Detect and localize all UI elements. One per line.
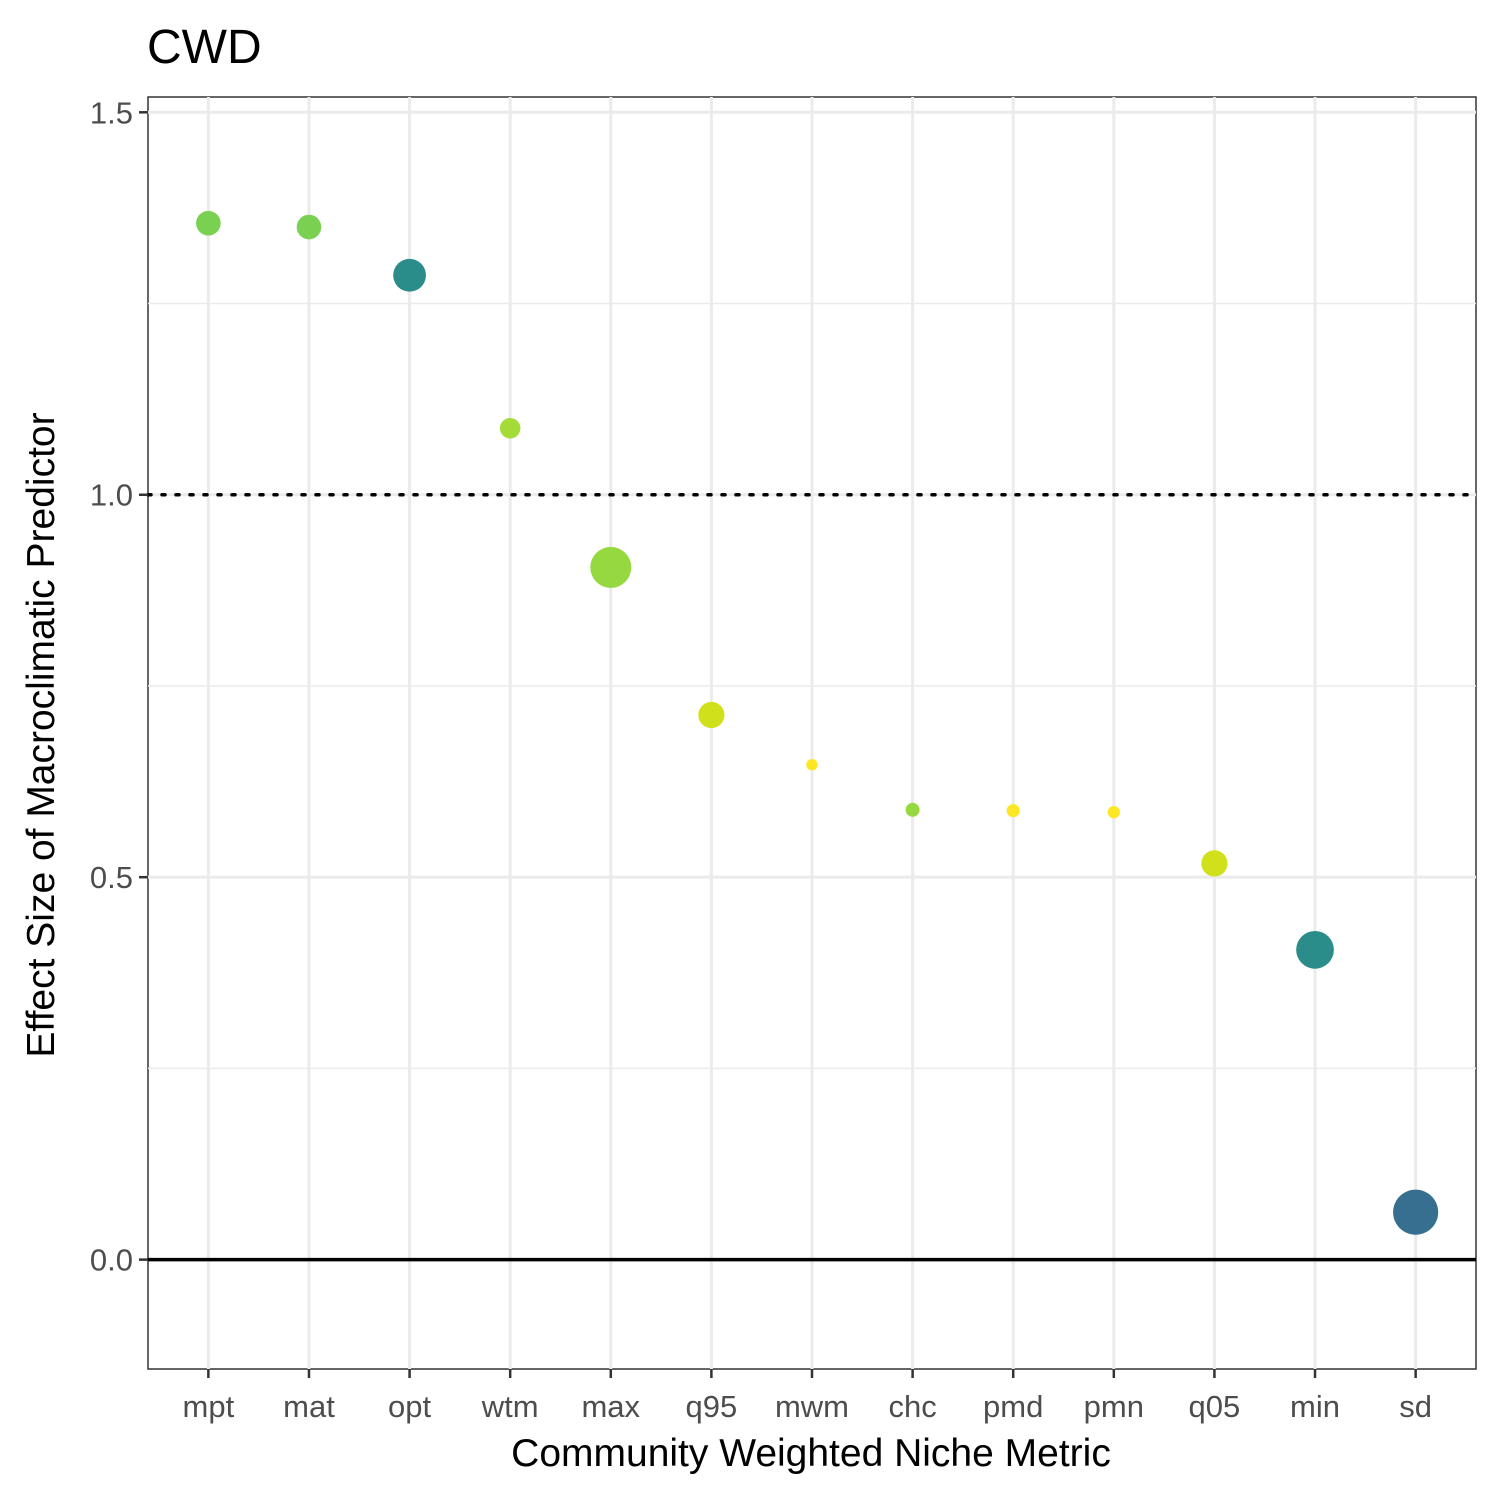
x-tick-label: wtm	[481, 1389, 539, 1424]
x-tick-label: pmd	[983, 1389, 1043, 1424]
x-axis: mpt mat opt wtm max q95 mwm chc pmd pmn q05 min sd	[183, 1369, 1432, 1424]
y-axis-title: Effect Size of Macroclimatic Predictor	[20, 412, 63, 1057]
x-tick-label: opt	[388, 1389, 431, 1424]
x-tick-label: mat	[283, 1389, 335, 1424]
x-tick-label: max	[581, 1389, 640, 1424]
y-axis: 0.0 0.5 1.0 1.5	[90, 95, 148, 1278]
data-point-min	[1296, 930, 1334, 969]
x-tick-label: q95	[686, 1389, 738, 1424]
x-tick-label: pmn	[1084, 1389, 1144, 1424]
data-point-q95	[698, 701, 725, 729]
data-point-mpt	[196, 210, 221, 236]
data-point-q05	[1201, 850, 1228, 877]
data-point-sd	[1393, 1189, 1439, 1235]
data-point-opt	[393, 258, 426, 292]
data-point-pmd	[1006, 804, 1020, 818]
y-tick-label: 0.5	[90, 860, 133, 895]
x-tick-label: chc	[888, 1389, 936, 1424]
y-tick-label: 1.5	[90, 95, 133, 130]
data-points	[196, 210, 1439, 1235]
x-tick-label: sd	[1399, 1389, 1432, 1424]
data-point-mat	[296, 214, 322, 240]
reference-lines	[146, 492, 1478, 1262]
x-tick-label: min	[1290, 1389, 1340, 1424]
x-tick-label: mpt	[183, 1389, 235, 1424]
data-point-wtm	[499, 417, 521, 439]
y-tick-label: 0.0	[90, 1243, 133, 1278]
y-tick-label: 1.0	[90, 478, 133, 513]
data-point-max	[590, 546, 632, 588]
data-point-pmn	[1107, 806, 1120, 819]
chart-title: CWD	[147, 21, 262, 74]
data-point-mwm	[806, 759, 818, 771]
data-point-chc	[905, 802, 920, 817]
x-tick-label: mwm	[775, 1389, 849, 1424]
x-tick-label: q05	[1189, 1389, 1241, 1424]
x-axis-title: Community Weighted Niche Metric	[511, 1432, 1111, 1475]
